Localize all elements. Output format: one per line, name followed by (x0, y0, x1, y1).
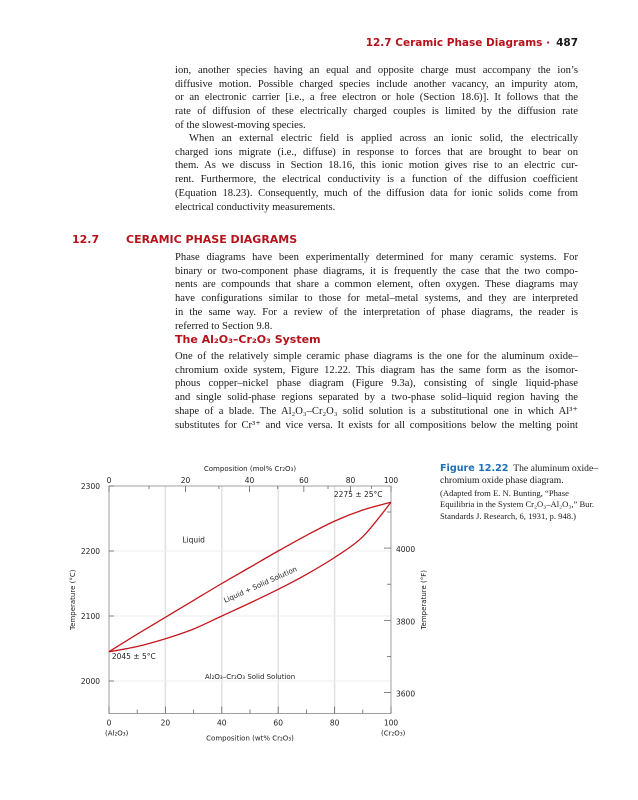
running-header: 12.7 Ceramic Phase Diagrams · 487 (366, 37, 578, 49)
text-line: rent. Furthermore, the electrical conduc… (175, 174, 578, 186)
x2-tick-label: 20 (181, 476, 191, 485)
text-line: nents are compounds that share a common … (175, 279, 578, 291)
section-title: CERAMIC PHASE DIAGRAMS (126, 233, 298, 246)
y-axis-label: Temperature (°C) (69, 569, 77, 631)
phase-diagram-chart: 0 20 40 60 80 100 (Al₂O₃) (Cr₂O₃) Composition (w… (69, 465, 428, 743)
paragraph-3: Phase diagrams have been experimentally … (175, 251, 578, 333)
text-line: binary or two-component phase diagrams, … (175, 265, 578, 277)
x2-tick-label: 60 (299, 476, 309, 485)
x-tick-label: 20 (161, 719, 171, 728)
paragraph-1: ion, another species having an equal and… (175, 64, 578, 133)
y-tick-label: 2000 (81, 677, 100, 686)
y2-axis-label: Temperature (°F) (420, 570, 428, 631)
header-separator: · (546, 37, 551, 49)
x-tick-label: 100 (384, 719, 399, 728)
label-cr2o3-melting-point: 2275 ± 25°C (334, 490, 383, 499)
label-solid-solution: Al₂O₃–Cr₂O₃ Solid Solution (205, 673, 295, 681)
text-line: them. As we discuss in Section 18.16, th… (175, 160, 578, 172)
y2-tick-label: 4000 (396, 545, 415, 554)
text-line: When an external electric field is appli… (189, 133, 578, 144)
x-tick-label: 40 (217, 719, 227, 728)
text-line: electrical conductivity measurements. (175, 201, 336, 213)
x-tick-label: 80 (330, 719, 340, 728)
x-axis-label: Composition (wt% Cr₂O₃) (206, 735, 294, 743)
y-tick-label: 2300 (81, 482, 100, 491)
x2-tick-label: 80 (346, 476, 356, 485)
text-line: diffusive motion. Possible charged speci… (175, 78, 578, 90)
text-line: or an electronic carrier [i.e., a free e… (175, 92, 578, 104)
text-line: ion, another species having an equal and… (175, 65, 578, 76)
x-end-label-left: (Al₂O₃) (105, 730, 129, 738)
header-title: 12.7 Ceramic Phase Diagrams (365, 37, 543, 49)
label-liquid: Liquid (182, 536, 205, 545)
text-line: shape of a blade. The Al₂O₃–Cr₂O₃ solid … (175, 405, 578, 417)
text-line: phous copper–nickel phase diagram (Figur… (175, 378, 578, 390)
text-line: Phase diagrams have been experimentally … (175, 252, 578, 263)
text-line: charged ions migrate (i.e., diffuse) in … (175, 146, 578, 158)
y-tick-label: 2200 (81, 547, 100, 556)
x2-tick-label: 0 (107, 476, 112, 485)
section-number: 12.7 (72, 233, 100, 246)
x-tick-label: 60 (273, 719, 283, 728)
x-tick-label: 0 (107, 719, 112, 728)
text-line: rate of diffusion of these electrically … (175, 106, 578, 118)
text-line: referred to Section 9.8. (175, 320, 273, 332)
section-heading: 12.7 CERAMIC PHASE DIAGRAMS (72, 233, 297, 246)
text-line: have configurations similar to those for… (175, 293, 578, 305)
text-line: (Equation 18.23). Consequently, much of … (175, 187, 578, 199)
y2-tick-label: 3800 (396, 617, 415, 626)
caption-source: (Adapted from E. N. Bunting, “Phase Equi… (440, 487, 595, 521)
y2-tick-label: 3600 (396, 690, 415, 699)
text-line: and single solid-phase regions separated… (175, 392, 578, 404)
text-line: in the same way. For a review of the int… (175, 306, 578, 318)
caption-text: The aluminum oxide–chromium oxide phase … (440, 463, 598, 487)
page-number: 487 (556, 37, 578, 49)
text-line: of the slowest-moving species. (175, 119, 306, 131)
x-end-label-right: (Cr₂O₃) (381, 730, 406, 738)
text-line: substitutes for Cr³⁺ and vice versa. It … (175, 419, 578, 431)
figure-label: Figure 12.22 (440, 463, 509, 474)
label-al2o3-melting-point: 2045 ± 5°C (112, 652, 156, 661)
text-line: One of the relatively simple ceramic pha… (175, 351, 578, 362)
y-tick-label: 2100 (81, 612, 100, 621)
x2-tick-label: 100 (384, 476, 399, 485)
x2-tick-label: 40 (245, 476, 255, 485)
text-line: chromium oxide system, Figure 12.22. Thi… (175, 364, 578, 376)
solidus-line (108, 501, 392, 653)
figure-caption: Figure 12.22 The aluminum oxide–chromium… (440, 463, 600, 522)
paragraph-4: One of the relatively simple ceramic pha… (175, 350, 578, 432)
x2-axis-label: Composition (mol% Cr₂O₃) (204, 465, 296, 473)
liquidus-line (108, 501, 392, 653)
subsection-heading: The Al₂O₃–Cr₂O₃ System (175, 333, 321, 346)
paragraph-2: When an external electric field is appli… (175, 132, 578, 214)
